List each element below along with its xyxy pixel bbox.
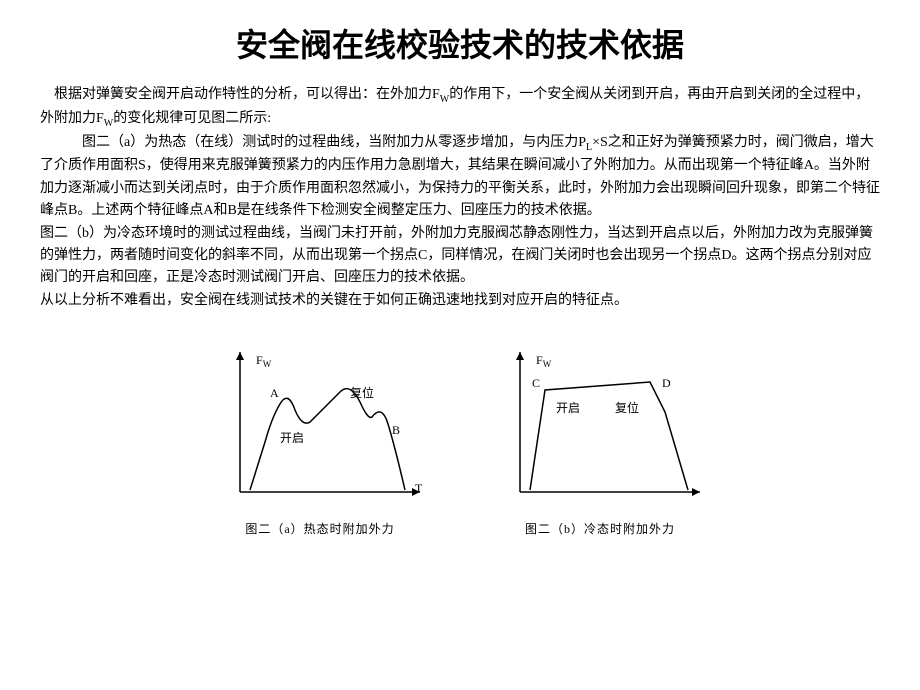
- svg-text:复位: 复位: [615, 400, 639, 415]
- p1a-sub: W: [440, 94, 449, 105]
- paragraph-1: 根据对弹簧安全阀开启动作特性的分析，可以得出：在外加力FW的作用下，一个安全阀从…: [40, 84, 880, 132]
- paragraph-3: 图二（b）为冷态环境时的测试过程曲线，当阀门未打开前，外附加力克服阀芯静态刚性力…: [40, 223, 880, 290]
- svg-text:B: B: [392, 423, 400, 437]
- svg-text:D: D: [662, 376, 671, 390]
- paragraph-4: 从以上分析不难看出，安全阀在线测试技术的关键在于如何正确迅速地找到对应开启的特征…: [40, 290, 880, 312]
- svg-text:FW: FW: [256, 353, 272, 369]
- body-text: 根据对弹簧安全阀开启动作特性的分析，可以得出：在外加力FW的作用下，一个安全阀从…: [40, 84, 880, 312]
- paragraph-2: 图二（a）为热态（在线）测试时的过程曲线，当附加力从零逐步增加，与内压力PL×S…: [40, 132, 880, 223]
- svg-text:复位: 复位: [350, 385, 374, 400]
- p1b-sub: W: [104, 118, 113, 129]
- svg-text:开启: 开启: [280, 431, 304, 445]
- p1a: 根据对弹簧安全阀开启动作特性的分析，可以得出：在外加力F: [54, 87, 440, 102]
- svg-text:T: T: [415, 481, 423, 495]
- p2a: 图二（a）为热态（在线）测试时的过程曲线，当附加力从零逐步增加，与内压力P: [82, 135, 586, 150]
- figures-row: FW T A 开启 复位 B 图二（a）热态时附加外力 FW C 开启 复位 D 图二（b）冷态时…: [40, 342, 880, 537]
- p1c: 的变化规律可见图二所示:: [113, 111, 271, 126]
- svg-text:开启: 开启: [556, 401, 580, 415]
- svg-text:FW: FW: [536, 353, 552, 369]
- svg-text:A: A: [270, 386, 279, 400]
- figure-a-caption: 图二（a）热态时附加外力: [245, 520, 394, 537]
- figure-b-chart: FW C 开启 复位 D: [490, 342, 710, 512]
- page-title: 安全阀在线校验技术的技术依据: [40, 20, 880, 66]
- figure-a-chart: FW T A 开启 复位 B: [210, 342, 430, 512]
- svg-text:C: C: [532, 376, 540, 390]
- figure-b-caption: 图二（b）冷态时附加外力: [525, 520, 675, 537]
- figure-a-block: FW T A 开启 复位 B 图二（a）热态时附加外力: [210, 342, 430, 537]
- figure-b-block: FW C 开启 复位 D 图二（b）冷态时附加外力: [490, 342, 710, 537]
